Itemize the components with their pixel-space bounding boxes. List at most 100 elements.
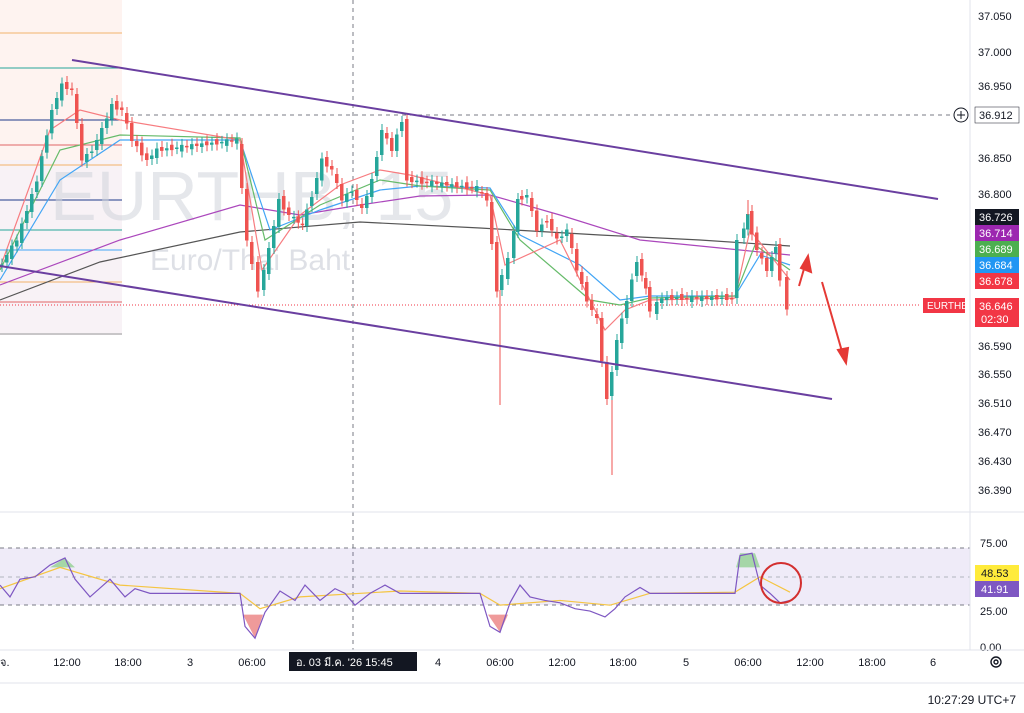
candle: [435, 175, 439, 190]
candle: [340, 178, 344, 207]
candle: [620, 312, 624, 349]
candle: [296, 210, 300, 229]
candle: [160, 141, 164, 157]
time-tick-label: 4: [435, 657, 441, 669]
channel-lower-line[interactable]: [0, 265, 833, 400]
candle: [105, 112, 109, 134]
candle: [267, 242, 271, 280]
candle: [415, 174, 419, 188]
candle: [700, 290, 704, 307]
candle: [550, 213, 554, 237]
time-tick-label: จ.: [0, 657, 10, 669]
candle: [305, 203, 309, 232]
svg-text:อ. 03 มี.ค. '26 15:45: อ. 03 มี.ค. '26 15:45: [296, 656, 393, 669]
price-badge: 36.689: [975, 241, 1019, 257]
rsi-highlight-circle: [760, 562, 802, 604]
rsi-axis: 75.00 25.00 0.00: [980, 538, 1008, 654]
rsi-tick-label: 0.00: [980, 642, 1001, 654]
candle: [90, 145, 94, 158]
time-tick-label: 3: [187, 657, 193, 669]
price-badge: 36.714: [975, 225, 1019, 241]
candle: [655, 296, 659, 320]
candle: [45, 129, 49, 159]
candle: [200, 137, 204, 153]
watermark-symbol: EURTHB, 15: [50, 157, 453, 235]
candle: [506, 252, 510, 285]
time-tick-label: 6: [930, 657, 936, 669]
candle: [420, 171, 424, 190]
candle: [300, 217, 305, 230]
channel-upper-line[interactable]: [71, 59, 939, 200]
candle: [292, 210, 296, 224]
candle: [530, 192, 534, 217]
price-badge-label: 36.684: [979, 260, 1013, 272]
price-tick-label: 36.550: [978, 369, 1012, 381]
settings-gear-icon[interactable]: [989, 655, 1003, 669]
candle: [320, 152, 324, 187]
candle: [15, 234, 19, 253]
candle: [735, 234, 739, 304]
candle: [440, 176, 444, 193]
candle: [175, 141, 179, 155]
price-tick-label: 36.950: [978, 81, 1012, 93]
candle: [65, 76, 69, 95]
price-tick-label: 36.470: [978, 427, 1012, 439]
candle: [705, 290, 709, 305]
candle: [210, 136, 214, 151]
rsi-line: [0, 552, 791, 640]
candle: [725, 288, 729, 306]
candle: [590, 294, 594, 316]
candle: [95, 134, 99, 156]
candle: [630, 273, 634, 307]
candle: [430, 174, 434, 193]
candle: [345, 188, 349, 208]
candle: [125, 107, 129, 130]
candle: [595, 308, 599, 324]
candle: [720, 291, 724, 305]
candle: [375, 151, 379, 182]
rsi-tick-label: 25.00: [980, 606, 1008, 618]
candle: [287, 201, 291, 221]
candle: [240, 138, 244, 194]
candle: [315, 172, 319, 200]
time-tick-label: 12:00: [796, 657, 824, 669]
candle: [635, 256, 639, 282]
countdown-label: 02:30: [981, 314, 1009, 326]
candle: [560, 230, 564, 243]
candles: [0, 76, 789, 475]
current-price-label: 36.646: [979, 301, 1013, 313]
candle: [70, 82, 74, 96]
candle: [470, 180, 474, 194]
candle: [495, 236, 499, 298]
current-symbol-label: EURTHB: [927, 301, 968, 312]
candle: [35, 175, 39, 198]
candle: [60, 77, 64, 107]
candle: [760, 247, 764, 265]
ma-black-line: [0, 221, 791, 301]
candle: [690, 290, 694, 308]
candle: [277, 193, 281, 233]
candle: [50, 104, 54, 140]
candle: [455, 176, 459, 194]
candle: [460, 179, 464, 193]
add-alert-icon[interactable]: [953, 107, 969, 123]
price-badge-label: 36.912: [979, 110, 1013, 122]
candle: [648, 281, 652, 318]
candle: [450, 178, 454, 193]
candle: [575, 243, 579, 277]
candle: [130, 117, 134, 147]
candle: [215, 133, 219, 151]
time-tick-label: 06:00: [486, 657, 514, 669]
candle: [145, 147, 149, 166]
candle: [100, 122, 104, 150]
clock-timezone[interactable]: 10:27:29 UTC+7: [927, 693, 1016, 707]
ma-purple-line: [0, 194, 791, 286]
candle: [115, 95, 119, 116]
candle: [245, 183, 249, 247]
time-axis[interactable]: 12:00 18:00 3 06:00 4 06:00 12:00 18:00 5 06:00 12…: [0, 657, 936, 669]
candle: [225, 133, 229, 152]
price-axis[interactable]: 37.050 37.000 36.950 36.850 36.800 36.590 36.5…: [978, 11, 1012, 497]
candle: [80, 118, 84, 167]
time-tick-label: 06:00: [238, 657, 266, 669]
